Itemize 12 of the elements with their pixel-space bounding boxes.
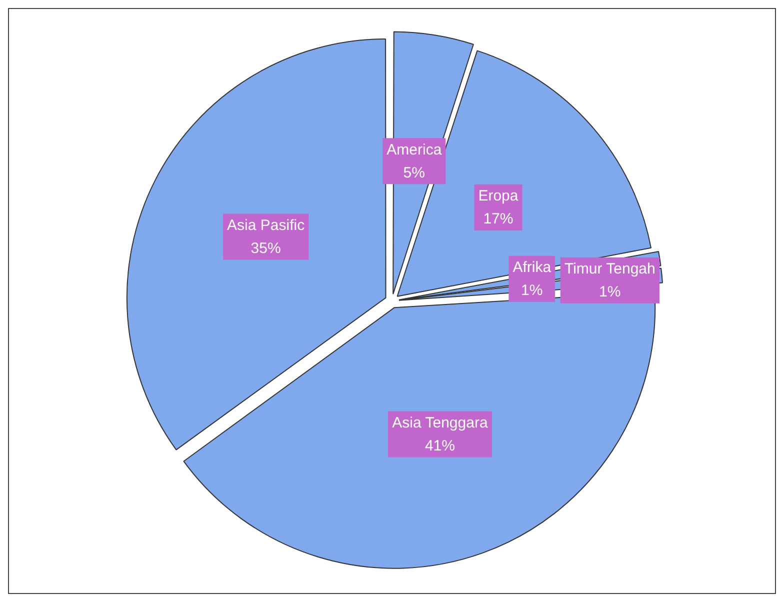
slice-label: Afrika [512, 258, 552, 276]
data-label: 17% [483, 210, 514, 228]
data-label: 5% [403, 164, 425, 182]
slice-label: Eropa [478, 187, 519, 204]
data-label: 41% [424, 437, 455, 454]
data-label: 35% [250, 240, 281, 257]
slice-label: America [386, 141, 442, 158]
slice-label: Asia Pasific [227, 216, 306, 234]
data-label: 1% [599, 284, 621, 301]
slice-label: Asia Tenggara [392, 414, 488, 432]
data-label: 1% [521, 282, 543, 299]
slice-label: Timur Tengah [564, 260, 656, 278]
